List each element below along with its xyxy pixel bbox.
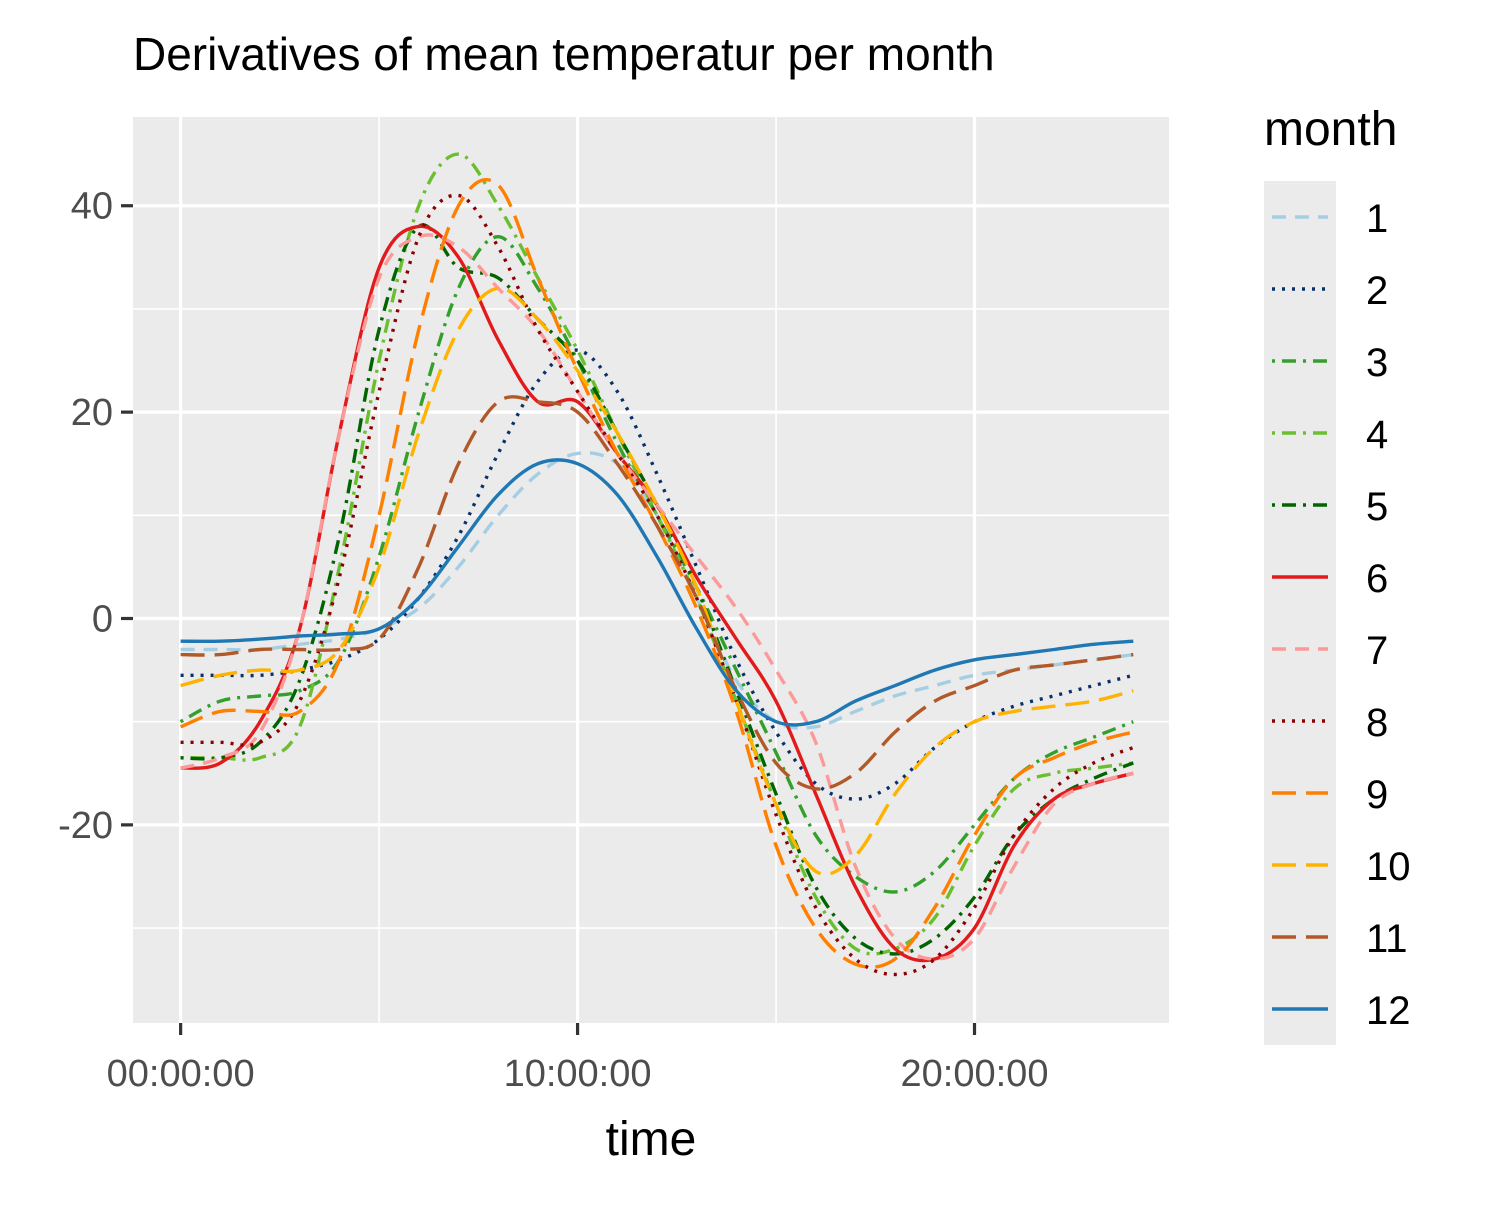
series-line-month-12 xyxy=(180,458,1134,727)
legend-label-month-10: 10 xyxy=(1366,845,1411,889)
plot-panel xyxy=(133,117,1169,1023)
series-line-month-7 xyxy=(180,233,1134,961)
legend-key-background xyxy=(1264,181,1336,1045)
series-line-month-11 xyxy=(180,395,1134,791)
legend-label-month-1: 1 xyxy=(1366,197,1388,241)
series-line-month-2 xyxy=(180,348,1134,801)
x-axis-label: time xyxy=(606,1113,697,1166)
legend-label-month-6: 6 xyxy=(1366,557,1388,601)
series-line-month-8 xyxy=(180,193,1134,977)
legend-label-month-11: 11 xyxy=(1366,917,1408,961)
series-line-month-1 xyxy=(180,451,1134,730)
legend-label-month-4: 4 xyxy=(1366,413,1388,457)
legend-title: month xyxy=(1264,103,1397,156)
legend-label-month-2: 2 xyxy=(1366,269,1388,313)
y-tick-label: -20 xyxy=(58,805,113,847)
y-tick-label: 0 xyxy=(92,598,113,640)
x-tick-label: 20:00:00 xyxy=(901,1053,1049,1095)
axes: 00:00:00 10:00:00 20:00:00 -20 0 20 40 xyxy=(58,186,1048,1095)
x-tick-label: 10:00:00 xyxy=(504,1053,652,1095)
y-tick-label: 40 xyxy=(71,186,113,228)
legend-label-month-9: 9 xyxy=(1366,773,1388,817)
chart-title: Derivatives of mean temperatur per month xyxy=(133,28,995,80)
legend-label-month-8: 8 xyxy=(1366,701,1388,745)
x-tick-label: 00:00:00 xyxy=(107,1053,255,1095)
series-lines xyxy=(179,152,1134,977)
legend-label-month-3: 3 xyxy=(1366,341,1388,385)
legend-label-month-7: 7 xyxy=(1366,629,1388,673)
series-line-month-4 xyxy=(180,152,1134,956)
y-tick-label: 20 xyxy=(71,392,113,434)
legend-label-month-5: 5 xyxy=(1366,485,1388,529)
legend-label-month-12: 12 xyxy=(1366,989,1411,1033)
